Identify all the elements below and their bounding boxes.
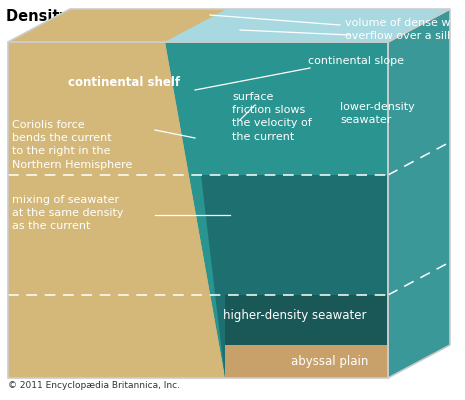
Text: continental slope: continental slope: [308, 56, 404, 66]
Text: higher-density seawater: higher-density seawater: [223, 308, 367, 322]
Text: lower-density
seawater: lower-density seawater: [340, 102, 415, 125]
Text: mixing of seawater
at the same density
as the current: mixing of seawater at the same density a…: [12, 195, 124, 231]
Text: continental shelf: continental shelf: [68, 76, 180, 88]
Polygon shape: [165, 9, 450, 42]
Polygon shape: [8, 9, 450, 42]
Polygon shape: [8, 9, 227, 42]
Polygon shape: [388, 9, 450, 378]
Polygon shape: [8, 42, 388, 378]
Polygon shape: [201, 175, 388, 378]
Polygon shape: [165, 42, 388, 378]
Text: Coriolis force
bends the current
to the right in the
Northern Hemisphere: Coriolis force bends the current to the …: [12, 120, 133, 170]
Text: overflow over a sill: overflow over a sill: [345, 31, 450, 41]
Text: Density current: descent to a layer of equal density: Density current: descent to a layer of e…: [6, 8, 434, 24]
Polygon shape: [388, 9, 450, 378]
Polygon shape: [8, 42, 225, 378]
Bar: [0, 0, 465, 32]
Text: © 2011 Encyclopædia Britannica, Inc.: © 2011 Encyclopædia Britannica, Inc.: [8, 381, 180, 390]
Text: abyssal plain: abyssal plain: [291, 356, 369, 368]
Polygon shape: [225, 295, 388, 378]
Polygon shape: [225, 345, 388, 378]
Text: surface
friction slows
the velocity of
the current: surface friction slows the velocity of t…: [232, 92, 312, 142]
Text: volume of dense water: volume of dense water: [345, 18, 465, 28]
